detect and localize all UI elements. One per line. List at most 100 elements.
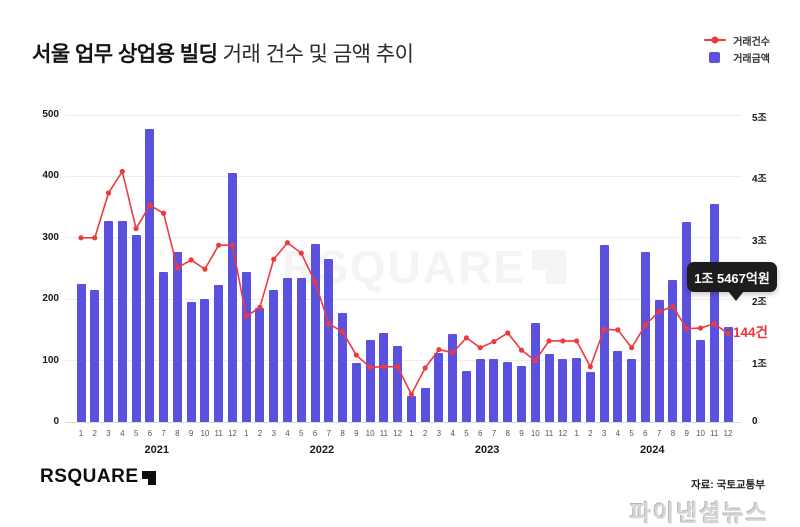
count-line-point [271, 256, 277, 262]
amount-bar[interactable] [269, 290, 279, 422]
amount-bar[interactable] [227, 173, 237, 422]
count-line-point [463, 335, 470, 341]
amount-bar[interactable] [530, 322, 540, 422]
count-line-point [353, 352, 359, 358]
amount-bar[interactable] [420, 388, 430, 422]
x-axis-month-label: 4 [615, 429, 621, 438]
amount-bar[interactable] [461, 371, 471, 422]
amount-bar[interactable] [406, 396, 416, 422]
x-axis-month-label: 1 [243, 429, 249, 438]
amount-bar[interactable] [709, 204, 719, 422]
count-line-point [697, 325, 704, 331]
amount-bar[interactable] [393, 346, 403, 422]
amount-bar[interactable] [668, 279, 678, 422]
x-axis-year-label: 2023 [474, 444, 500, 456]
x-axis-month-label: 3 [436, 429, 442, 438]
line-marker-icon [704, 36, 727, 44]
amount-bar[interactable] [131, 234, 141, 422]
count-line-point [202, 266, 208, 272]
x-axis-month-label: 1 [574, 429, 579, 438]
amount-bar[interactable] [613, 350, 623, 422]
amount-bar[interactable] [351, 363, 361, 422]
grid-line [65, 237, 741, 239]
y-axis-label-left: 300 [42, 231, 59, 243]
amount-bar[interactable] [338, 312, 348, 422]
amount-bar[interactable] [296, 277, 306, 422]
amount-bar[interactable] [434, 353, 444, 422]
x-axis-month-label: 9 [684, 429, 689, 438]
x-axis-month-label: 2 [257, 429, 263, 438]
y-axis-label-left: 400 [42, 170, 59, 182]
amount-bar[interactable] [517, 366, 526, 422]
x-axis-month-label: 1 [78, 429, 84, 438]
amount-bar[interactable] [572, 358, 582, 422]
x-axis-month-label: 7 [161, 429, 166, 438]
count-line-point [284, 240, 291, 246]
amount-bar[interactable] [310, 243, 320, 422]
amount-bar[interactable] [475, 359, 485, 422]
amount-bar[interactable] [640, 251, 650, 422]
amount-bar[interactable] [117, 221, 127, 422]
amount-bar[interactable] [489, 359, 499, 422]
publisher-watermark: 파이낸셜뉴스 [630, 500, 769, 526]
amount-bar[interactable] [365, 339, 375, 422]
count-line-point [491, 338, 497, 345]
x-axis-month-label: 11 [379, 429, 388, 438]
amount-bar[interactable] [172, 251, 182, 422]
page-title-regular: 거래 건수 및 금액 추이 [217, 43, 414, 66]
count-line-point [477, 345, 483, 351]
count-line-point [216, 242, 222, 248]
amount-bar[interactable] [255, 308, 265, 422]
amount-bar[interactable] [76, 283, 86, 422]
amount-bar[interactable] [104, 221, 114, 422]
amount-bar[interactable] [448, 334, 458, 422]
x-axis-month-label: 3 [601, 429, 607, 438]
x-axis-month-label: 6 [643, 429, 648, 438]
amount-bar[interactable] [282, 277, 292, 422]
rsquare-logo-text: RSQUARE [40, 466, 139, 487]
x-axis-month-label: 9 [519, 429, 524, 438]
x-axis-month-label: 12 [393, 429, 403, 438]
grid-line [65, 175, 741, 177]
amount-bar[interactable] [585, 371, 595, 422]
x-axis-month-label: 11 [544, 429, 554, 438]
count-line-point [615, 327, 621, 333]
amount-bar[interactable] [145, 128, 155, 422]
amount-bar[interactable] [324, 258, 334, 422]
amount-bar[interactable] [503, 361, 513, 422]
legend-label-amount: 거래금액 [733, 53, 770, 65]
count-line-point [436, 346, 442, 353]
x-axis-month-label: 4 [450, 429, 455, 438]
amount-bar[interactable] [214, 285, 224, 422]
amount-bar[interactable] [186, 302, 196, 422]
x-axis-month-label: 7 [326, 429, 332, 438]
amount-bar[interactable] [599, 244, 609, 422]
grid-line [65, 114, 741, 116]
rsquare-logo-mark-icon [141, 471, 156, 485]
amount-bar[interactable] [695, 339, 705, 422]
count-callout: 144건 [733, 325, 768, 340]
chart-plot-area [65, 114, 741, 423]
x-axis-month-label: 12 [723, 429, 733, 438]
page-title-bold: 서울 업무 상업용 빌딩 [32, 43, 218, 66]
line-marker-dot-icon [711, 36, 719, 44]
amount-bar[interactable] [723, 326, 733, 422]
amount-bar[interactable] [654, 299, 664, 422]
x-axis-month-label: 10 [365, 429, 375, 438]
amount-bar[interactable] [379, 332, 389, 422]
amount-bar[interactable] [200, 299, 210, 422]
amount-bar[interactable] [90, 290, 100, 422]
amount-bar[interactable] [159, 271, 169, 422]
x-axis-month-label: 6 [147, 429, 153, 438]
amount-bar[interactable] [627, 359, 637, 422]
legend-item-amount: 거래금액 [704, 51, 770, 65]
amount-bar[interactable] [558, 359, 568, 422]
amount-bar[interactable] [241, 271, 251, 422]
x-axis-month-label: 9 [354, 429, 359, 438]
x-axis-year-label: 2024 [640, 444, 665, 456]
x-axis-month-label: 2 [422, 429, 428, 438]
amount-bar[interactable] [544, 353, 554, 422]
y-axis-label-right: 4조 [752, 174, 767, 186]
amount-bar[interactable] [682, 222, 692, 422]
